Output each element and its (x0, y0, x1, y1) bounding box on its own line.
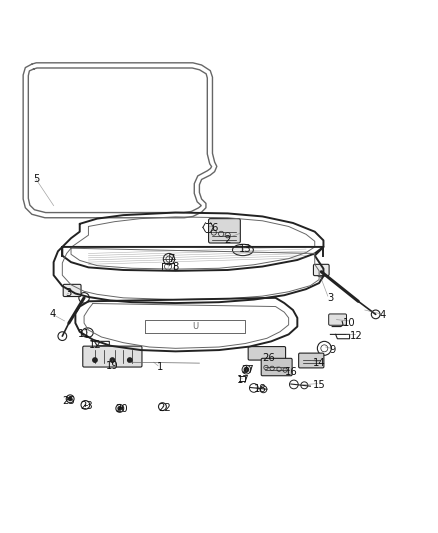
Circle shape (127, 358, 132, 362)
Text: 12: 12 (350, 331, 363, 341)
Text: 3: 3 (66, 288, 72, 297)
Text: 13: 13 (239, 244, 251, 254)
Text: 14: 14 (313, 358, 325, 368)
FancyBboxPatch shape (299, 353, 324, 368)
FancyBboxPatch shape (63, 284, 81, 296)
Text: U: U (192, 321, 198, 330)
Text: 11: 11 (78, 329, 91, 339)
FancyBboxPatch shape (314, 264, 329, 276)
Text: 9: 9 (329, 345, 336, 355)
Text: 16: 16 (284, 367, 297, 377)
Text: 19: 19 (106, 361, 119, 371)
FancyBboxPatch shape (248, 346, 286, 360)
Text: 27: 27 (241, 365, 254, 375)
Text: 22: 22 (158, 403, 171, 413)
Text: 10: 10 (343, 318, 356, 328)
Text: 6: 6 (212, 223, 218, 233)
Circle shape (110, 358, 115, 362)
Text: 26: 26 (263, 353, 276, 363)
Text: 20: 20 (115, 404, 127, 414)
Text: 3: 3 (327, 293, 333, 303)
Text: 4: 4 (379, 310, 385, 320)
Text: 17: 17 (237, 375, 249, 385)
Text: 23: 23 (80, 401, 92, 411)
Text: 8: 8 (172, 262, 179, 271)
FancyBboxPatch shape (83, 346, 142, 367)
Text: 25: 25 (63, 395, 75, 406)
Text: 18: 18 (254, 384, 267, 394)
Text: 7: 7 (168, 254, 174, 264)
FancyBboxPatch shape (261, 358, 292, 376)
Circle shape (118, 407, 121, 410)
Text: 2: 2 (225, 236, 231, 245)
FancyBboxPatch shape (328, 314, 346, 325)
Circle shape (68, 397, 72, 400)
Text: 12: 12 (88, 340, 101, 350)
FancyBboxPatch shape (208, 219, 240, 243)
Text: 5: 5 (33, 174, 39, 184)
Text: 1: 1 (157, 362, 163, 373)
Text: 15: 15 (313, 380, 325, 390)
Circle shape (244, 367, 249, 372)
Text: 4: 4 (49, 309, 56, 319)
Circle shape (93, 358, 97, 362)
